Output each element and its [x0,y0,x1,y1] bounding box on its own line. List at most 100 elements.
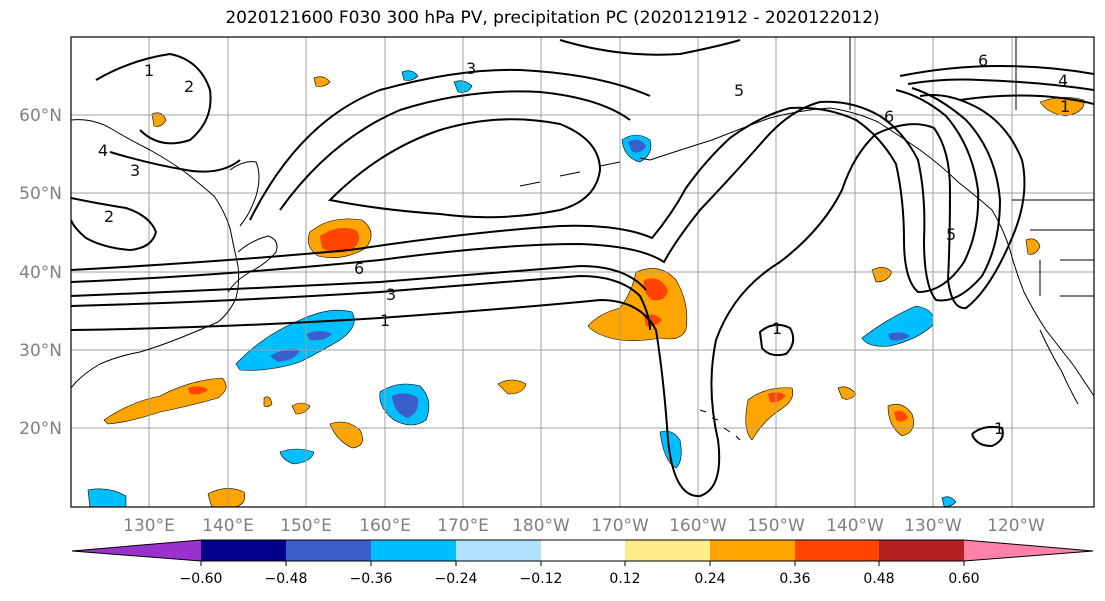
cb-seg-10 [964,540,1093,561]
chart-title: 2020121600 F030 300 hPa PV, precipitatio… [225,8,880,28]
pv-contours [71,39,1094,498]
precip-patch-small-14 [313,76,331,87]
contour-label-6c: 6 [884,107,894,126]
precip-patch-small-18 [837,386,857,400]
contour-label-5b: 5 [946,225,956,244]
cb-label-5: 0.12 [609,571,640,587]
cb-seg-1 [201,540,286,561]
lon-label-140e: 140°E [202,516,254,536]
colorbar: −0.60 −0.48 −0.36 −0.24 −0.12 0.12 0.24 … [71,539,1094,587]
contour-label-6b: 6 [978,51,988,70]
lon-label-140w: 140°W [826,516,884,536]
pv-contour-se-1 [971,425,1004,448]
contour-label-1b: 1 [772,319,782,338]
pv-contour-east-3 [959,94,1094,105]
precip-patch-small-9-core [894,410,908,422]
contour-label-4a: 4 [1058,71,1068,90]
cb-label-9: 0.60 [948,571,979,587]
pv-contour-east-2 [899,64,1094,77]
precip-patch-japan-core [320,228,360,253]
contour-label-5a: 5 [734,81,744,100]
pv-contour-e-1 [758,323,795,357]
contour-label-2a: 2 [104,207,114,226]
precip-patch-small-15 [401,70,419,81]
lat-labels: 60°N 50°N 40°N 30°N 20°N [19,106,62,439]
cb-seg-4 [456,540,541,561]
coast-alaska [649,107,993,211]
cb-label-3: −0.24 [435,571,478,587]
map-frame [70,36,1095,508]
contour-label-1d: 1 [994,419,1004,438]
coast-asia [71,119,240,389]
pv-contour-inner-3 [249,68,651,221]
pv-contour-east-1 [907,78,1094,91]
precip-patch-south-pos-core [188,386,208,395]
pv-contour-inner-1 [327,118,602,219]
precip-patch-west-neg-core [270,348,300,362]
precip-patch-east-neg [861,305,934,347]
precip-patch-small-12 [1025,238,1041,255]
contour-label-1e: 1 [144,61,154,80]
border-states [1030,229,1094,297]
precip-patch-small-4 [497,379,527,395]
contour-label-3b: 3 [466,59,476,78]
cb-seg-2 [286,540,371,561]
pv-contour-3 [71,274,651,331]
coast-japan [227,235,278,293]
lon-label-160w: 160°W [669,516,727,536]
cb-label-1: −0.48 [265,571,308,587]
border-canada [849,37,1094,201]
precip-shading [87,70,1085,507]
lon-label-150w: 150°W [747,516,805,536]
contour-label-3c: 3 [130,161,140,180]
precip-patch-small-17 [87,488,127,507]
precip-patch-east-neg-core [888,332,910,341]
pv-contour-1 [71,94,1026,498]
lat-label-30n: 30°N [19,341,62,361]
lon-label-160e: 160°E [359,516,411,536]
cb-label-2: −0.36 [350,571,393,587]
precip-patch-small-2-core [392,393,419,418]
cb-seg-6 [625,540,710,561]
precip-patch-small-13 [151,112,167,127]
cb-label-7: 0.36 [779,571,810,587]
cb-seg-5 [541,540,625,561]
contour-label-2b: 2 [184,77,194,96]
precip-patch-west-neg [235,309,355,371]
contour-label-6a: 6 [354,259,364,278]
precip-patch-small-8 [745,387,794,441]
pv-contour-nw-5 [559,39,741,56]
cb-seg-9 [879,540,964,561]
lon-labels: 130°E 140°E 150°E 160°E 170°E 180°W 170°… [123,516,1045,536]
cb-label-4: −0.12 [520,571,563,587]
graticule [71,37,1094,507]
cb-seg-0 [72,540,201,561]
lon-label-120w: 120°W [987,516,1045,536]
precip-patch-west-neg-core2 [306,331,332,341]
lat-label-50n: 50°N [19,184,62,204]
lon-label-180w: 180°W [512,516,570,536]
pv-contour-nw-2 [95,52,212,145]
precip-patch-small-7 [659,430,682,469]
cb-seg-8 [795,540,879,561]
colorbar-segments [72,540,1093,561]
coast-kamchatka [229,161,260,227]
lon-label-150e: 150°E [280,516,332,536]
lon-label-170e: 170°E [437,516,489,536]
contour-label-4b: 4 [98,141,108,160]
pv-contour-inner-2 [279,90,631,211]
precip-patch-small-6 [207,488,245,507]
colorbar-ticks [200,561,965,566]
cb-label-0: −0.60 [180,571,223,587]
precip-patch-small-20 [263,396,273,407]
cb-label-6: 0.24 [694,571,725,587]
colorbar-labels: −0.60 −0.48 −0.36 −0.24 −0.12 0.12 0.24 … [180,571,980,587]
cb-label-8: 0.48 [863,571,894,587]
coastlines [71,37,1094,441]
lat-label-20n: 20°N [19,419,62,439]
pv-contour-w-2 [71,197,158,252]
pv-contour-labels: 1 3 6 5 1 3 2 2 6 4 5 6 1 1 3 4 1 [98,51,1070,438]
pv-contour-6 [71,89,980,294]
precip-patch-small-1 [329,421,363,449]
